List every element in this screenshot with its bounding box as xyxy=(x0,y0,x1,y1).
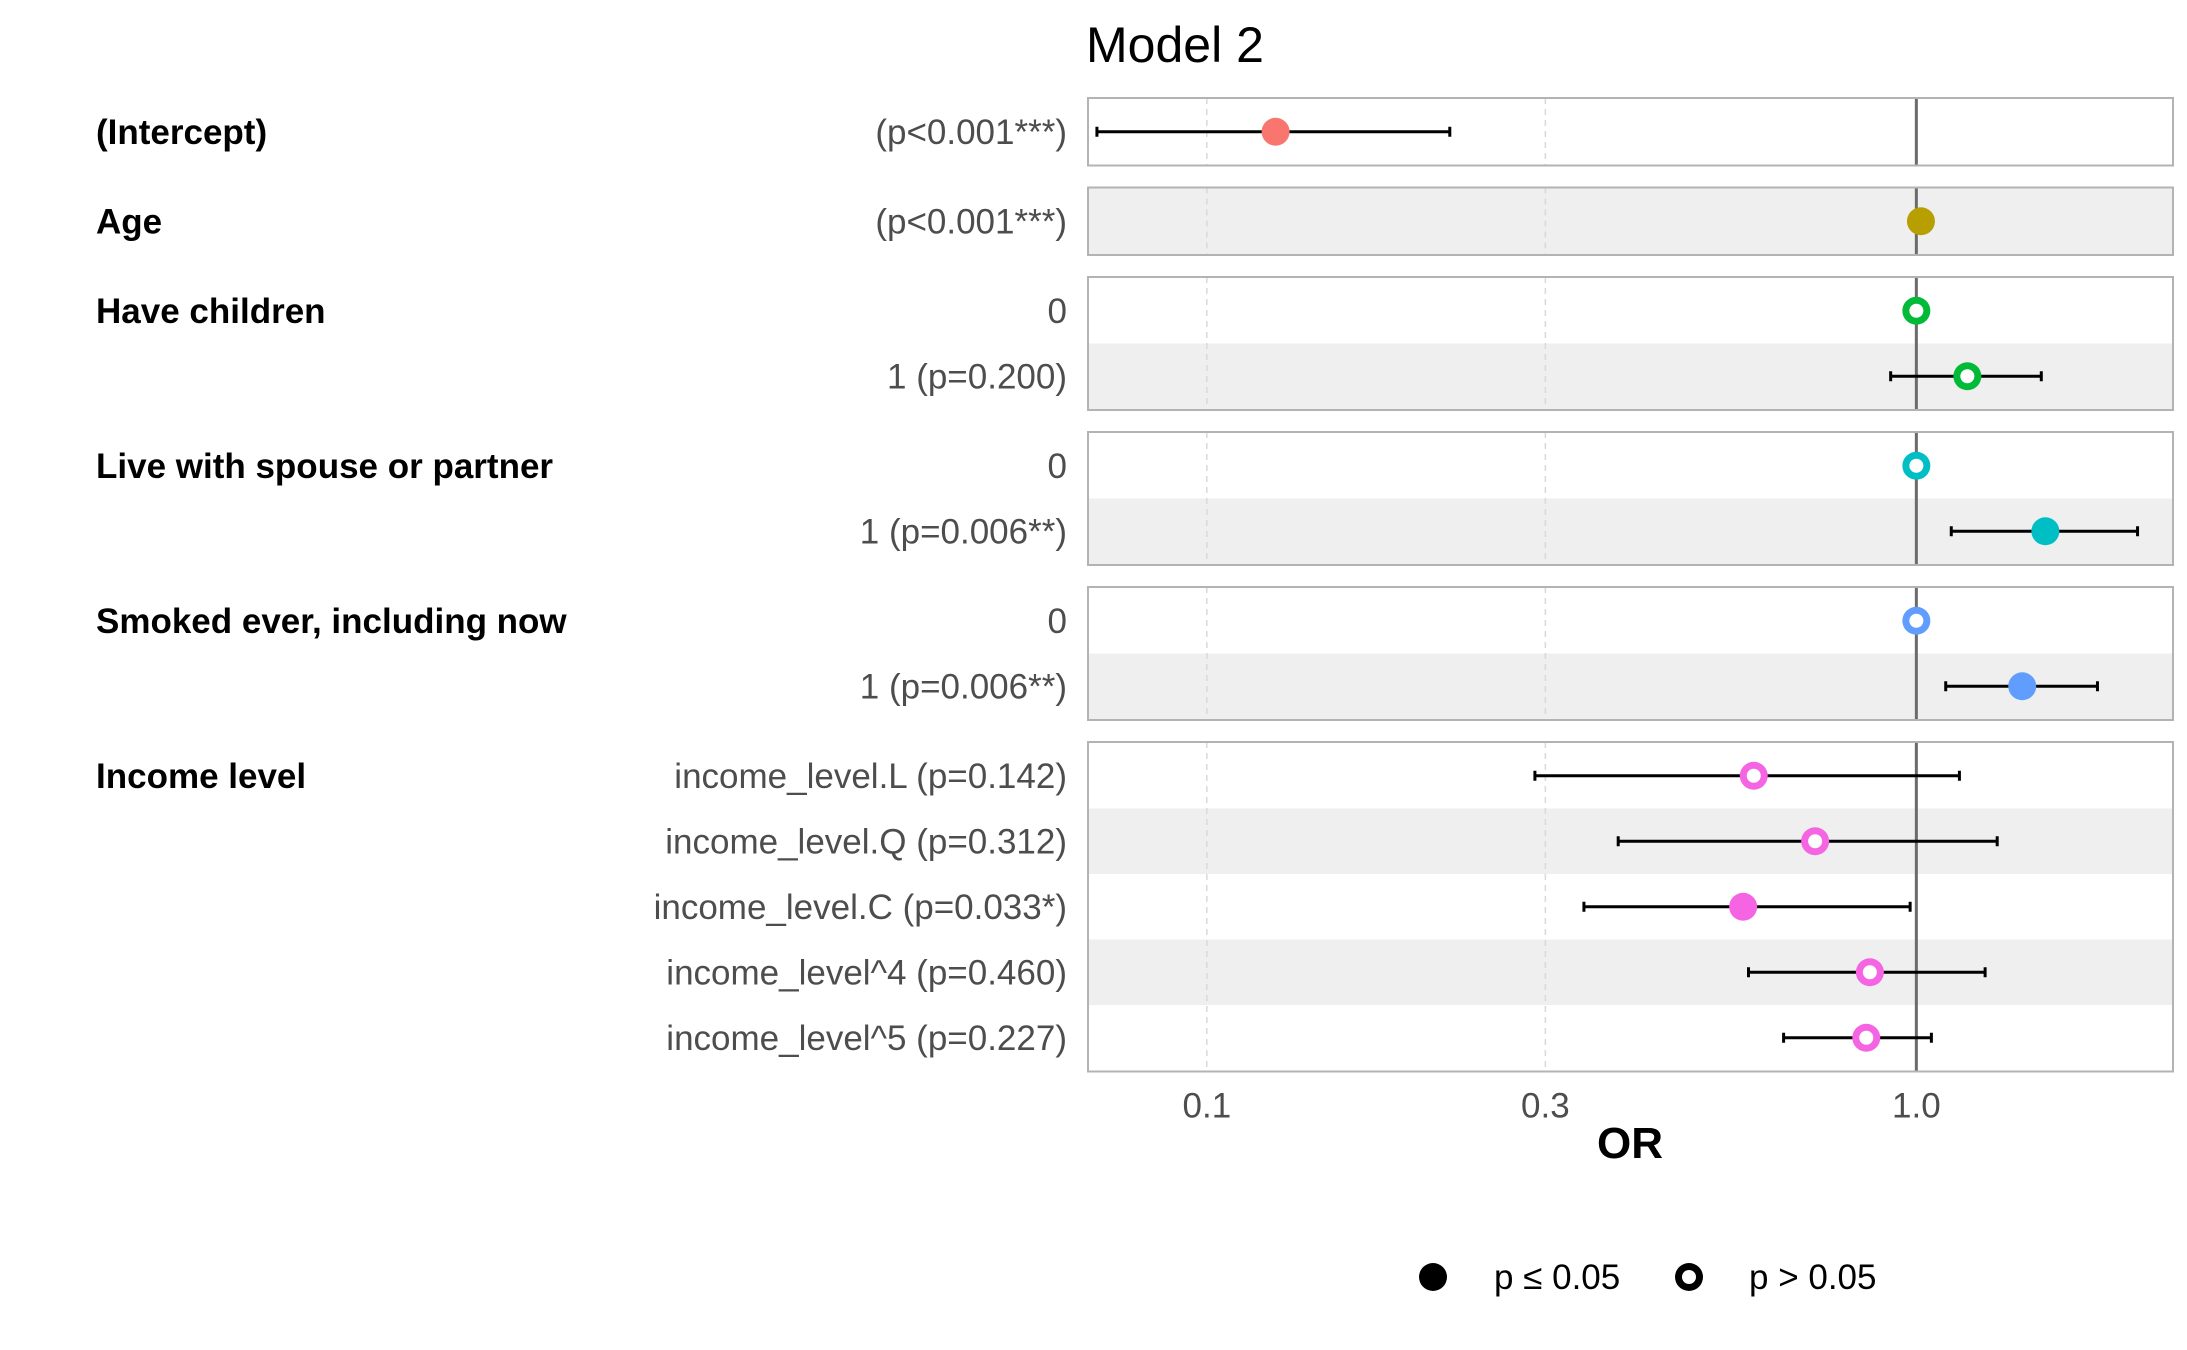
panel-border xyxy=(1087,741,2174,1073)
point-estimate xyxy=(1906,207,1935,236)
level-label: (p<0.001***) xyxy=(875,202,1067,241)
panel-4: Live with spouse or partner 0 1 (p=0.006**… xyxy=(96,431,2174,566)
variable-label: Age xyxy=(96,202,162,241)
point-estimate xyxy=(1261,117,1290,146)
point-estimate xyxy=(1729,892,1758,921)
point-hole xyxy=(1960,369,1975,384)
x-tick-label: 0.1 xyxy=(1183,1087,1232,1126)
panel-border xyxy=(1087,431,2174,566)
row-shade xyxy=(1088,939,2173,1005)
level-label: income_level^4 (p=0.460) xyxy=(666,953,1067,992)
point-hole xyxy=(1808,834,1823,849)
x-axis: 0.1 0.3 1.0 xyxy=(1183,1087,1941,1126)
panel-1: (Intercept) (p<0.001***) xyxy=(96,97,2174,167)
level-label: income_level.L (p=0.142) xyxy=(674,757,1067,796)
legend-label: p > 0.05 xyxy=(1749,1258,1876,1297)
panel-5: Smoked ever, including now 0 1 (p=0.006**) xyxy=(96,586,2174,721)
x-tick-label: 0.3 xyxy=(1521,1087,1570,1126)
chart-title: Model 2 xyxy=(1086,17,1264,73)
panel-border xyxy=(1087,186,2174,256)
point-estimate xyxy=(2008,672,2037,701)
point-hole xyxy=(1746,768,1761,783)
legend-label: p ≤ 0.05 xyxy=(1494,1258,1620,1297)
level-label: 0 xyxy=(1048,447,1067,486)
legend-marker xyxy=(1419,1263,1447,1291)
level-label: 0 xyxy=(1048,292,1067,331)
level-label: (p<0.001***) xyxy=(875,113,1067,152)
point-hole xyxy=(1909,458,1924,473)
variable-label: Have children xyxy=(96,292,326,331)
panel-border xyxy=(1087,586,2174,721)
legend: p ≤ 0.05 p > 0.05 xyxy=(1419,1258,1876,1297)
level-label: income_level^5 (p=0.227) xyxy=(666,1019,1067,1058)
level-label: income_level.Q (p=0.312) xyxy=(665,822,1067,861)
variable-label: Live with spouse or partner xyxy=(96,447,553,486)
point-hole xyxy=(1859,1030,1874,1045)
x-tick-label: 1.0 xyxy=(1892,1087,1941,1126)
panels: (Intercept) (p<0.001***) Age (p<0.001***) Ha… xyxy=(96,97,2174,1073)
x-axis-title: OR xyxy=(1597,1119,1663,1168)
point-hole xyxy=(1862,965,1877,980)
level-label: 1 (p=0.200) xyxy=(887,357,1067,396)
panel-border xyxy=(1087,276,2174,411)
point-hole xyxy=(1909,303,1924,318)
point-estimate xyxy=(2031,517,2060,546)
variable-label: Income level xyxy=(96,757,306,796)
point-hole xyxy=(1909,613,1924,628)
panel-2: Age (p<0.001***) xyxy=(96,186,2174,256)
variable-label: Smoked ever, including now xyxy=(96,602,567,641)
variable-label: (Intercept) xyxy=(96,113,267,152)
level-label: 1 (p=0.006**) xyxy=(860,667,1067,706)
level-label: 0 xyxy=(1048,602,1067,641)
panel-border xyxy=(1087,97,2174,167)
row-shade xyxy=(1088,188,2173,254)
panel-6: Income level income_level.L (p=0.142) inco… xyxy=(96,741,2174,1073)
legend-marker-hole xyxy=(1682,1270,1696,1284)
level-label: income_level.C (p=0.033*) xyxy=(654,888,1067,927)
level-label: 1 (p=0.006**) xyxy=(860,512,1067,551)
panel-3: Have children 0 1 (p=0.200) xyxy=(96,276,2174,411)
